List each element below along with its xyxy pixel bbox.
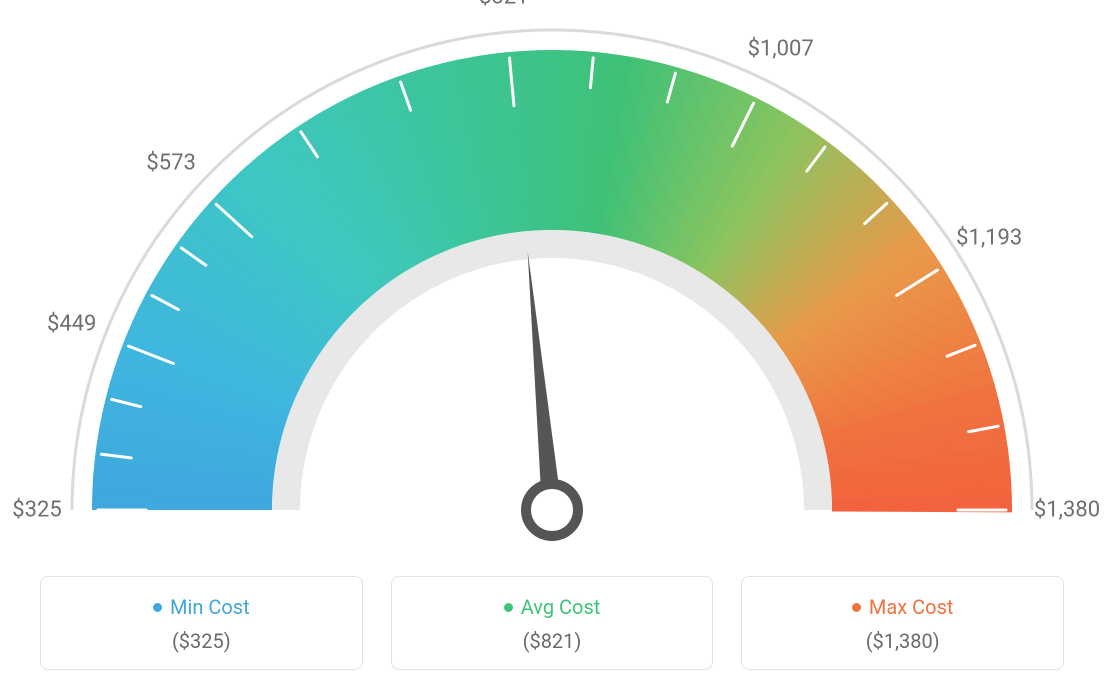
- gauge-area: $325 $449 $573 $821 $1,007 $1,193 $1,380: [0, 0, 1104, 560]
- legend-title-avg: Avg Cost: [504, 595, 601, 619]
- legend-value-avg: ($821): [402, 629, 703, 653]
- legend-title-max-text: Max Cost: [869, 595, 954, 619]
- gauge-tick-label: $1,380: [1034, 498, 1100, 523]
- legend-card-min: Min Cost ($325): [40, 576, 363, 670]
- gauge-tick-label: $821: [479, 0, 528, 10]
- gauge-tick-label: $325: [12, 498, 61, 523]
- gauge-tick-label: $449: [47, 312, 96, 337]
- dot-avg-icon: [504, 603, 513, 612]
- legend-title-max: Max Cost: [852, 595, 954, 619]
- gauge-tick-label: $573: [146, 151, 195, 176]
- cost-gauge-chart: $325 $449 $573 $821 $1,007 $1,193 $1,380 Min C…: [0, 0, 1104, 690]
- legend-card-avg: Avg Cost ($821): [391, 576, 714, 670]
- legend-title-min-text: Min Cost: [170, 595, 250, 619]
- gauge-tick-label: $1,007: [748, 36, 814, 61]
- dot-min-icon: [153, 603, 162, 612]
- dot-max-icon: [852, 603, 861, 612]
- legend-title-avg-text: Avg Cost: [521, 595, 601, 619]
- gauge-tick-label: $1,193: [956, 225, 1022, 250]
- legend-title-min: Min Cost: [153, 595, 250, 619]
- legend-value-max: ($1,380): [752, 629, 1053, 653]
- legend-value-min: ($325): [51, 629, 352, 653]
- legend-card-max: Max Cost ($1,380): [741, 576, 1064, 670]
- legend-row: Min Cost ($325) Avg Cost ($821) Max Cost…: [40, 576, 1064, 670]
